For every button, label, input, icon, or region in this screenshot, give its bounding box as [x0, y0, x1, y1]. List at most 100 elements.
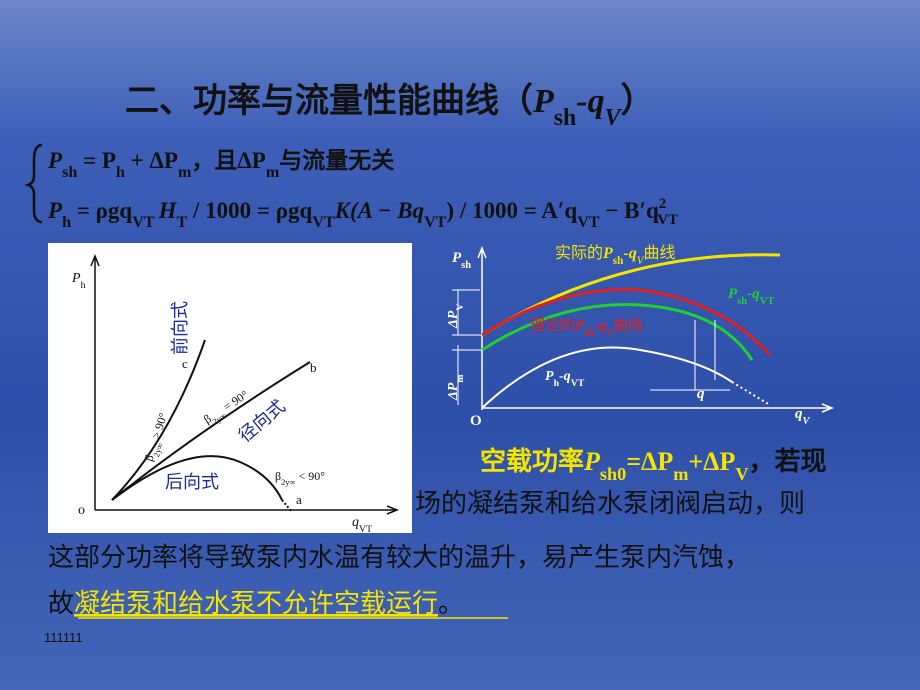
text-run: T: [176, 214, 187, 231]
text-run: m: [178, 164, 192, 181]
line-art: [452, 289, 730, 405]
text-run: K(A − Bq: [334, 198, 424, 223]
text-run: VT: [312, 214, 335, 231]
text-run: c: [182, 356, 188, 371]
text-run: P: [47, 148, 63, 173]
text-run: -q: [594, 318, 607, 334]
text-run: V: [803, 416, 811, 427]
text-run: P: [575, 318, 585, 334]
text-run: VT: [760, 296, 775, 307]
text-run: 曲线: [613, 317, 643, 334]
text-run: sh: [62, 164, 77, 181]
text-run: ΔP: [446, 382, 461, 401]
text-run: 2y∞: [152, 442, 165, 458]
text-run: VT: [359, 524, 372, 535]
title: 二、功率与流量性能曲线（Psh-qV）: [125, 81, 654, 131]
text-run: h: [116, 164, 125, 181]
shape: Ph-qVT: [545, 369, 585, 389]
text-run: =ΔP: [626, 447, 673, 476]
text-run: V: [607, 328, 615, 339]
text-run: = P: [77, 148, 116, 173]
text-run: a: [296, 492, 302, 507]
brace: [24, 143, 43, 224]
text-run: 理论的: [530, 317, 575, 334]
text-run: sh: [584, 328, 594, 339]
text-run: / 1000 = ρgq: [187, 198, 312, 223]
text-run: P: [728, 286, 738, 302]
shape: 实际的Psh-qV曲线: [555, 244, 676, 267]
text-run: sh: [613, 255, 624, 267]
text-run: P: [71, 271, 81, 286]
shape: Psh-qVT: [728, 286, 774, 307]
text-run: VT: [657, 212, 678, 228]
text-run: 凝结泵和给水泵不允许空载运行: [74, 589, 438, 618]
shape: qVT: [352, 515, 372, 535]
text-run: b: [310, 360, 317, 375]
shape: qV: [795, 406, 811, 427]
line-art: [111, 361, 311, 501]
text-run: q: [697, 386, 705, 402]
footer: 111111: [44, 630, 83, 645]
text-run: q: [352, 515, 359, 530]
text-run: m: [673, 464, 688, 484]
text-run: 2y∞: [281, 478, 295, 487]
text-run: ，若现: [749, 447, 827, 476]
text-run: q: [795, 406, 803, 422]
text-run: 后向式: [165, 472, 219, 492]
text-run: V: [735, 464, 748, 484]
text-run: h: [554, 378, 560, 389]
text-run: sh: [737, 296, 747, 307]
text-run: 空载功率: [480, 446, 584, 476]
text-run: P: [452, 250, 462, 266]
text-run: -q: [623, 245, 636, 262]
text-run: 场的凝结泵和给水泵闭阀启动，则: [415, 489, 805, 518]
shape: ΔPV: [446, 304, 466, 329]
text-run: − B′q: [600, 198, 659, 223]
text-run: = ρgq: [71, 198, 132, 223]
text-run: P: [583, 447, 601, 476]
text-run: VT: [424, 214, 447, 231]
text-run: < 90°: [295, 469, 325, 483]
text-run: m: [266, 164, 280, 181]
text-run: 2: [659, 196, 667, 212]
text-run: ) / 1000 = A′q: [446, 198, 577, 223]
text-run: -q: [559, 369, 571, 384]
text-run: V: [455, 304, 466, 311]
text-run: 这部分功率将导致泵内水温有较大的温升，易产生泵内汽蚀，: [48, 543, 750, 572]
text-run: ，且ΔP: [191, 148, 265, 173]
line-art: [281, 499, 293, 513]
line-art: [90, 253, 400, 515]
text-run: P: [532, 83, 554, 120]
text-run: O: [470, 413, 482, 429]
paragraph: 空载功率Psh0=ΔPm+ΔPV，若现 场的凝结泵和给水泵闭阀启动，则 这部分功…: [48, 446, 827, 619]
text-run: sh: [554, 105, 577, 131]
text-run: P: [47, 198, 63, 223]
text-run: VT: [132, 214, 155, 231]
text-run: +ΔP: [688, 447, 735, 476]
text-run: -q: [576, 83, 604, 120]
text-run: P: [602, 245, 613, 262]
text-run: P: [545, 369, 554, 384]
text-run: H: [158, 198, 178, 223]
text-run: 故: [48, 589, 74, 618]
shape: Psh: [452, 250, 471, 271]
formula-1: Psh = Ph + ΔPm，且ΔPm与流量无关: [47, 147, 394, 181]
line-art: [481, 346, 733, 409]
text-run: m: [455, 374, 466, 382]
text-run: + ΔP: [125, 148, 178, 173]
shape: Ph: [71, 271, 86, 291]
text-run: 二、功率与流量性能曲线（: [125, 81, 533, 120]
text-run: V: [637, 255, 645, 267]
text-run: h: [62, 214, 71, 231]
line-art: [481, 303, 754, 361]
text-run: 前向式: [170, 301, 190, 355]
text-run: VT: [577, 214, 600, 231]
shape: [48, 243, 412, 533]
text-run: 实际的: [555, 244, 603, 262]
text-run: 曲线: [644, 244, 676, 262]
text-run: -q: [747, 286, 760, 302]
text-run: ）: [620, 81, 654, 120]
text-run: h: [81, 280, 86, 291]
shape: β2y∞ < 90°: [275, 469, 325, 487]
text-run: β: [142, 453, 157, 463]
